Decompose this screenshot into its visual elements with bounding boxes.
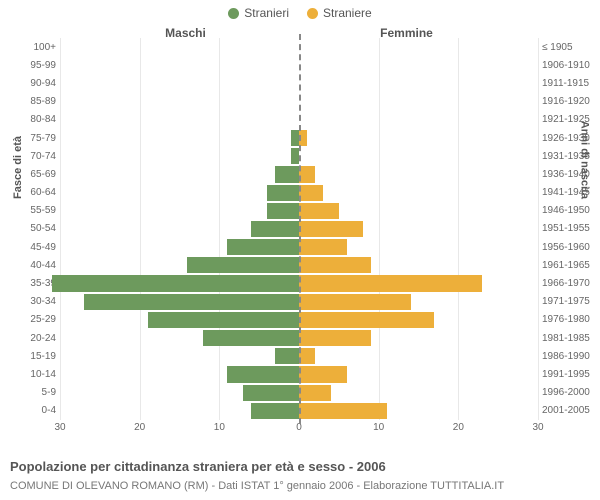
bar-male: [251, 403, 299, 419]
age-label: 40-44: [18, 260, 56, 271]
birth-year-label: 1991-1995: [542, 369, 596, 380]
bar-male: [291, 148, 299, 164]
birth-year-label: 1951-1955: [542, 223, 596, 234]
bar-female: [299, 257, 371, 273]
age-label: 20-24: [18, 333, 56, 344]
legend-label: Stranieri: [244, 6, 289, 20]
age-label: 85-89: [18, 96, 56, 107]
bar-female: [299, 185, 323, 201]
birth-year-label: 1926-1930: [542, 133, 596, 144]
swatch-straniere: [307, 8, 318, 19]
bar-female: [299, 239, 347, 255]
bar-male: [203, 330, 299, 346]
age-label: 60-64: [18, 187, 56, 198]
birth-year-label: 1931-1935: [542, 151, 596, 162]
bar-male: [148, 312, 299, 328]
bar-male: [251, 221, 299, 237]
bar-male: [52, 275, 299, 291]
age-label: 45-49: [18, 242, 56, 253]
birth-year-label: 1971-1975: [542, 296, 596, 307]
age-label: 0-4: [18, 405, 56, 416]
x-tick: 30: [532, 422, 543, 433]
bar-male: [227, 239, 299, 255]
birth-year-label: 1916-1920: [542, 96, 596, 107]
age-label: 80-84: [18, 114, 56, 125]
bar-female: [299, 203, 339, 219]
birth-year-label: 1946-1950: [542, 205, 596, 216]
birth-year-label: 1996-2000: [542, 387, 596, 398]
chart-subcaption: COMUNE DI OLEVANO ROMANO (RM) - Dati IST…: [10, 480, 504, 492]
age-label: 15-19: [18, 351, 56, 362]
bar-male: [275, 348, 299, 364]
bar-male: [84, 294, 299, 310]
bar-female: [299, 330, 371, 346]
bar-female: [299, 403, 387, 419]
bar-male: [187, 257, 299, 273]
gridline: [538, 38, 539, 420]
bar-female: [299, 294, 411, 310]
bar-female: [299, 221, 363, 237]
age-label: 75-79: [18, 133, 56, 144]
birth-year-label: 1956-1960: [542, 242, 596, 253]
bar-female: [299, 166, 315, 182]
birth-year-label: 1936-1940: [542, 169, 596, 180]
x-tick: 10: [373, 422, 384, 433]
bar-female: [299, 275, 482, 291]
age-label: 35-39: [18, 278, 56, 289]
legend-label: Straniere: [323, 6, 372, 20]
age-label: 10-14: [18, 369, 56, 380]
birth-year-label: 2001-2005: [542, 405, 596, 416]
bar-female: [299, 348, 315, 364]
chart-caption: Popolazione per cittadinanza straniera p…: [10, 459, 386, 474]
age-label: 95-99: [18, 60, 56, 71]
birth-year-label: 1906-1910: [542, 60, 596, 71]
bar-male: [275, 166, 299, 182]
bar-male: [267, 203, 299, 219]
age-label: 50-54: [18, 223, 56, 234]
bar-male: [267, 185, 299, 201]
age-label: 5-9: [18, 387, 56, 398]
birth-year-label: 1986-1990: [542, 351, 596, 362]
center-divider: [299, 34, 301, 424]
birth-year-label: 1966-1970: [542, 278, 596, 289]
birth-year-label: ≤ 1905: [542, 42, 596, 53]
x-tick: 10: [214, 422, 225, 433]
legend-item-stranieri: Stranieri: [228, 6, 289, 20]
legend: Stranieri Straniere: [0, 0, 600, 20]
bar-female: [299, 312, 434, 328]
birth-year-label: 1961-1965: [542, 260, 596, 271]
swatch-stranieri: [228, 8, 239, 19]
age-label: 30-34: [18, 296, 56, 307]
age-label: 65-69: [18, 169, 56, 180]
age-label: 55-59: [18, 205, 56, 216]
birth-year-label: 1976-1980: [542, 314, 596, 325]
birth-year-label: 1981-1985: [542, 333, 596, 344]
x-tick: 30: [54, 422, 65, 433]
bar-male: [243, 385, 299, 401]
legend-item-straniere: Straniere: [307, 6, 372, 20]
x-tick: 20: [453, 422, 464, 433]
chart-area: Maschi Femmine Fasce di età Anni di nasc…: [60, 38, 538, 420]
age-label: 70-74: [18, 151, 56, 162]
bar-male: [227, 366, 299, 382]
bar-female: [299, 385, 331, 401]
age-label: 25-29: [18, 314, 56, 325]
bar-female: [299, 366, 347, 382]
age-label: 100+: [18, 42, 56, 53]
birth-year-label: 1921-1925: [542, 114, 596, 125]
bar-male: [291, 130, 299, 146]
birth-year-label: 1911-1915: [542, 78, 596, 89]
x-tick: 20: [134, 422, 145, 433]
x-axis: 3020100102030: [60, 422, 538, 436]
age-label: 90-94: [18, 78, 56, 89]
birth-year-label: 1941-1945: [542, 187, 596, 198]
